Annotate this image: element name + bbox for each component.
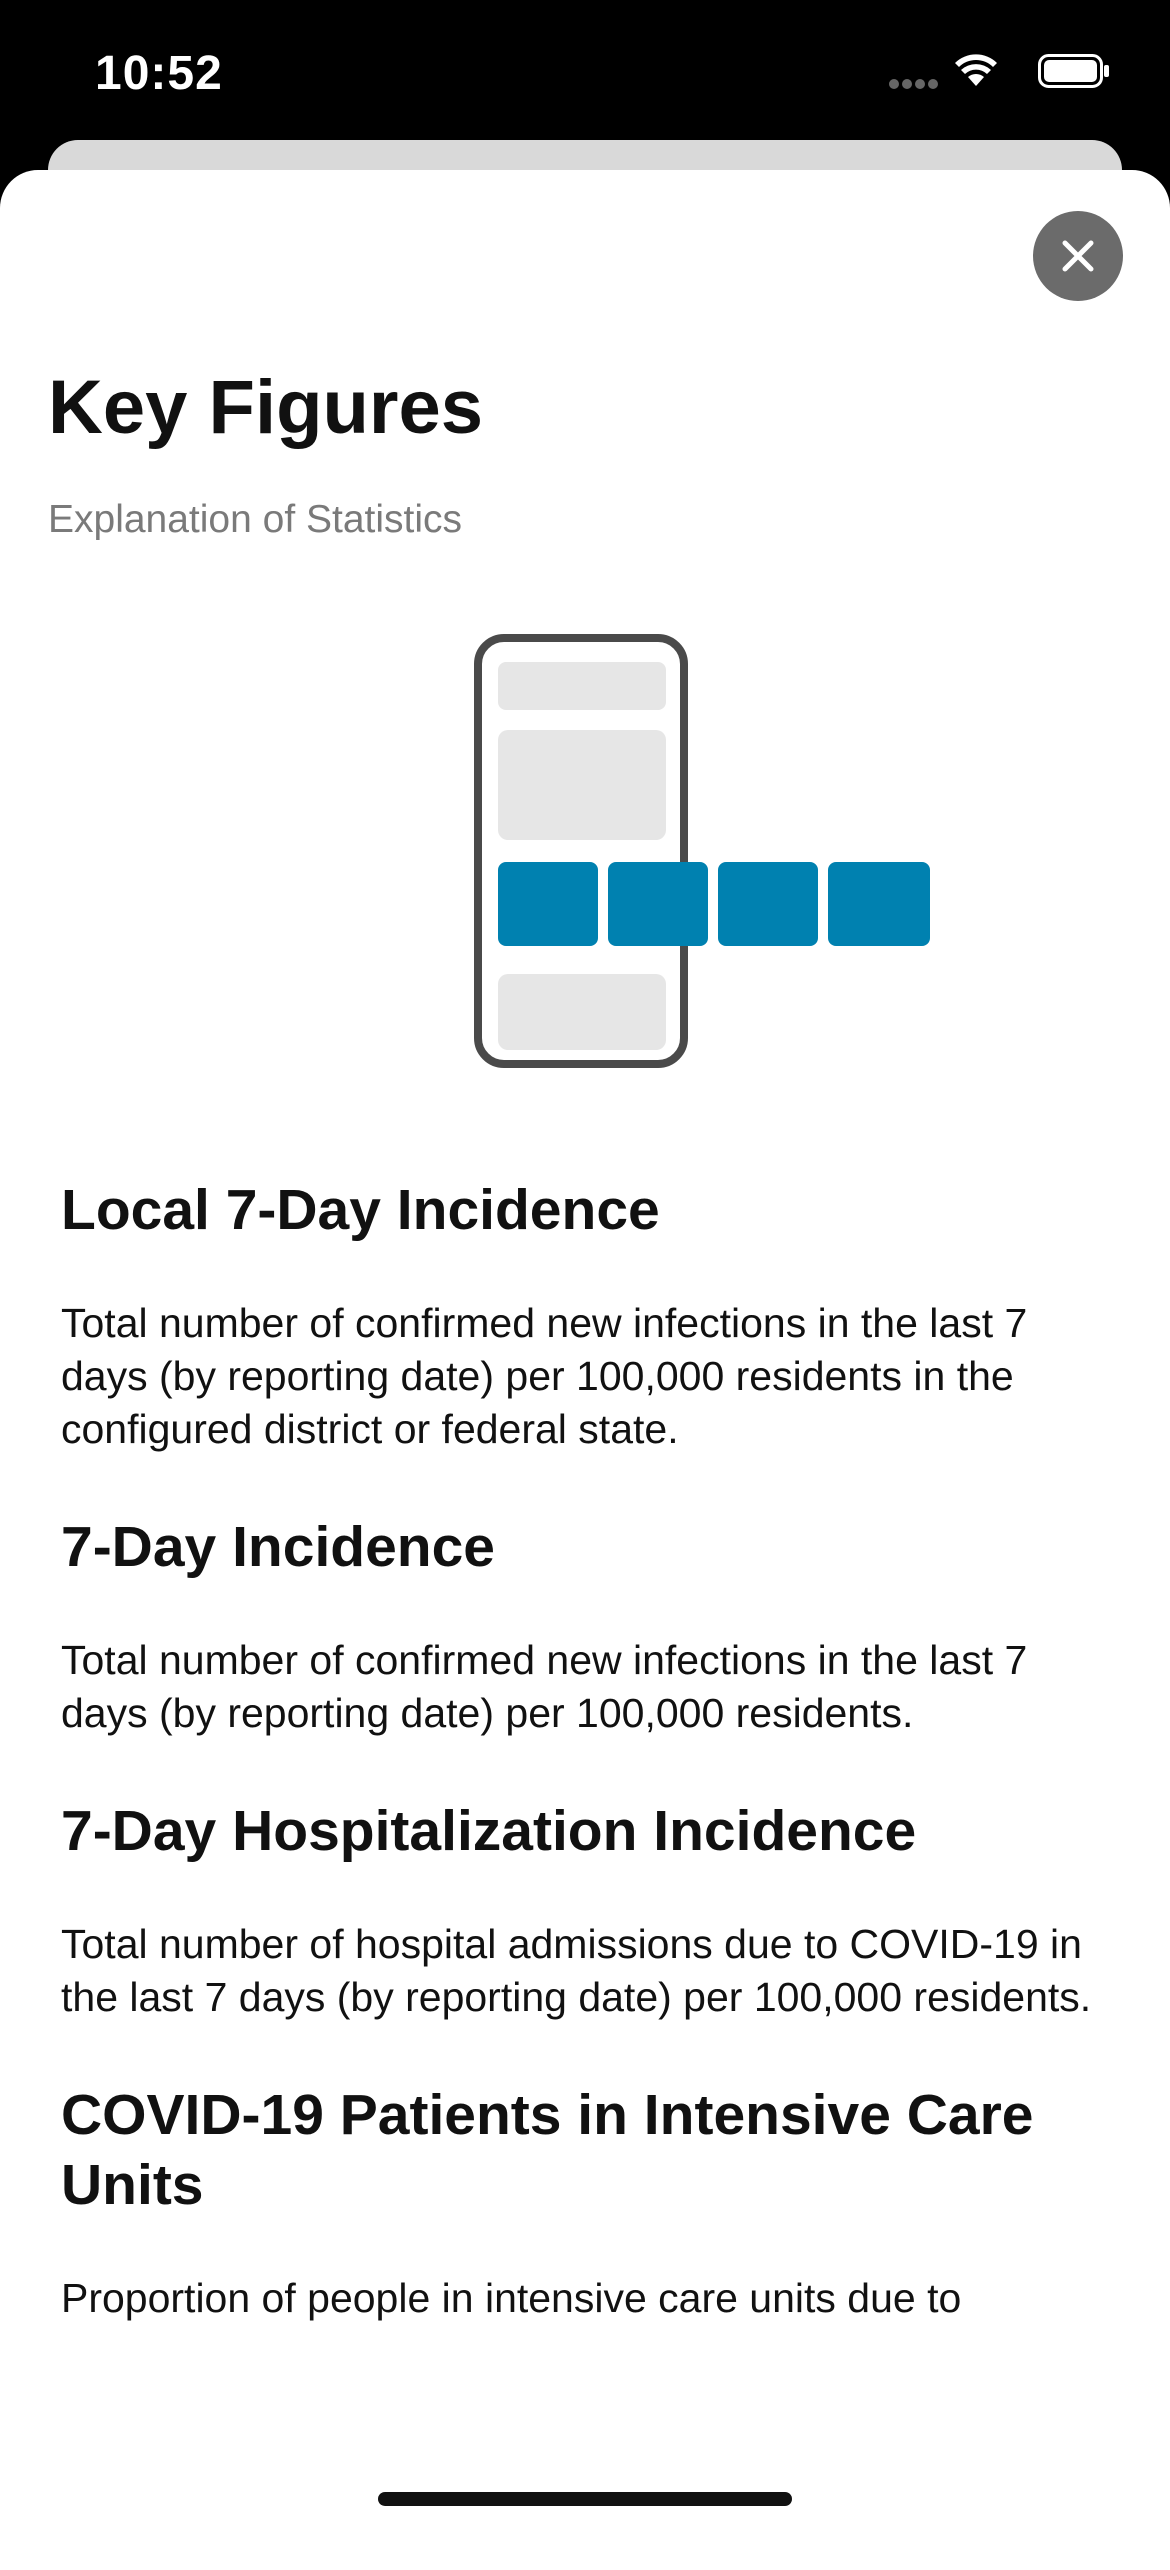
section-text: Total number of confirmed new infections… bbox=[61, 1300, 1028, 1452]
status-time: 10:52 bbox=[95, 47, 223, 100]
section-local-7-day-incidence: Local 7-Day Incidence Total number of co… bbox=[61, 1175, 1121, 1456]
section-covid-icu-patients: COVID-19 Patients in Intensive Care Unit… bbox=[61, 2080, 1121, 2325]
signal-dots-icon bbox=[889, 79, 938, 89]
close-icon bbox=[1062, 240, 1094, 272]
section-title: Local 7-Day Incidence bbox=[61, 1178, 660, 1242]
close-button[interactable] bbox=[1033, 211, 1123, 301]
section-7-day-incidence: 7-Day Incidence Total number of confirme… bbox=[61, 1512, 1121, 1740]
section-text: Proportion of people in intensive care u… bbox=[61, 2275, 962, 2321]
section-text: Total number of confirmed new infections… bbox=[61, 1637, 1028, 1736]
section-text: Total number of hospital admissions due … bbox=[61, 1921, 1092, 2020]
page-subtitle: Explanation of Statistics bbox=[48, 498, 463, 541]
wifi-icon bbox=[955, 54, 997, 86]
section-title: 7-Day Hospitalization Incidence bbox=[61, 1799, 917, 1863]
key-figures-sheet: Key Figures Explanation of Statistics bbox=[0, 170, 1170, 2570]
battery-icon bbox=[1038, 54, 1109, 88]
status-bar: 10:52 bbox=[0, 0, 1170, 150]
page-title: Key Figures bbox=[48, 365, 484, 450]
phone-with-cards-illustration bbox=[474, 634, 930, 1068]
section-title: 7-Day Incidence bbox=[61, 1515, 496, 1579]
statistics-explanations-list: Local 7-Day Incidence Total number of co… bbox=[61, 1175, 1121, 2381]
section-title: COVID-19 Patients in Intensive Care Unit… bbox=[61, 2083, 1034, 2217]
home-indicator[interactable] bbox=[378, 2492, 792, 2506]
section-7-day-hospitalization-incidence: 7-Day Hospitalization Incidence Total nu… bbox=[61, 1796, 1121, 2024]
